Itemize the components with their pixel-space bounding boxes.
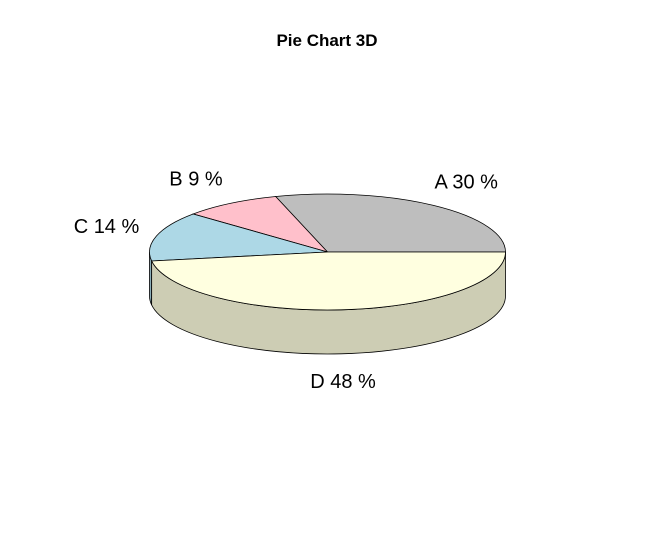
slice-label-d: D 48 %	[310, 371, 376, 393]
pie-slice-labels: A 30 % B 9 % C 14 % D 48 %	[74, 169, 498, 393]
pie-slice-d	[151, 251, 506, 311]
slice-label-b: B 9 %	[169, 169, 223, 191]
pie-top-slices	[149, 193, 506, 311]
pie-slice-a	[274, 193, 506, 253]
pie-slice-c	[149, 213, 328, 262]
slice-label-a: A 30 %	[435, 172, 499, 194]
slice-label-c: C 14 %	[74, 216, 140, 238]
chart-title: Pie Chart 3D	[276, 31, 377, 50]
pie-slice-b	[191, 196, 329, 253]
